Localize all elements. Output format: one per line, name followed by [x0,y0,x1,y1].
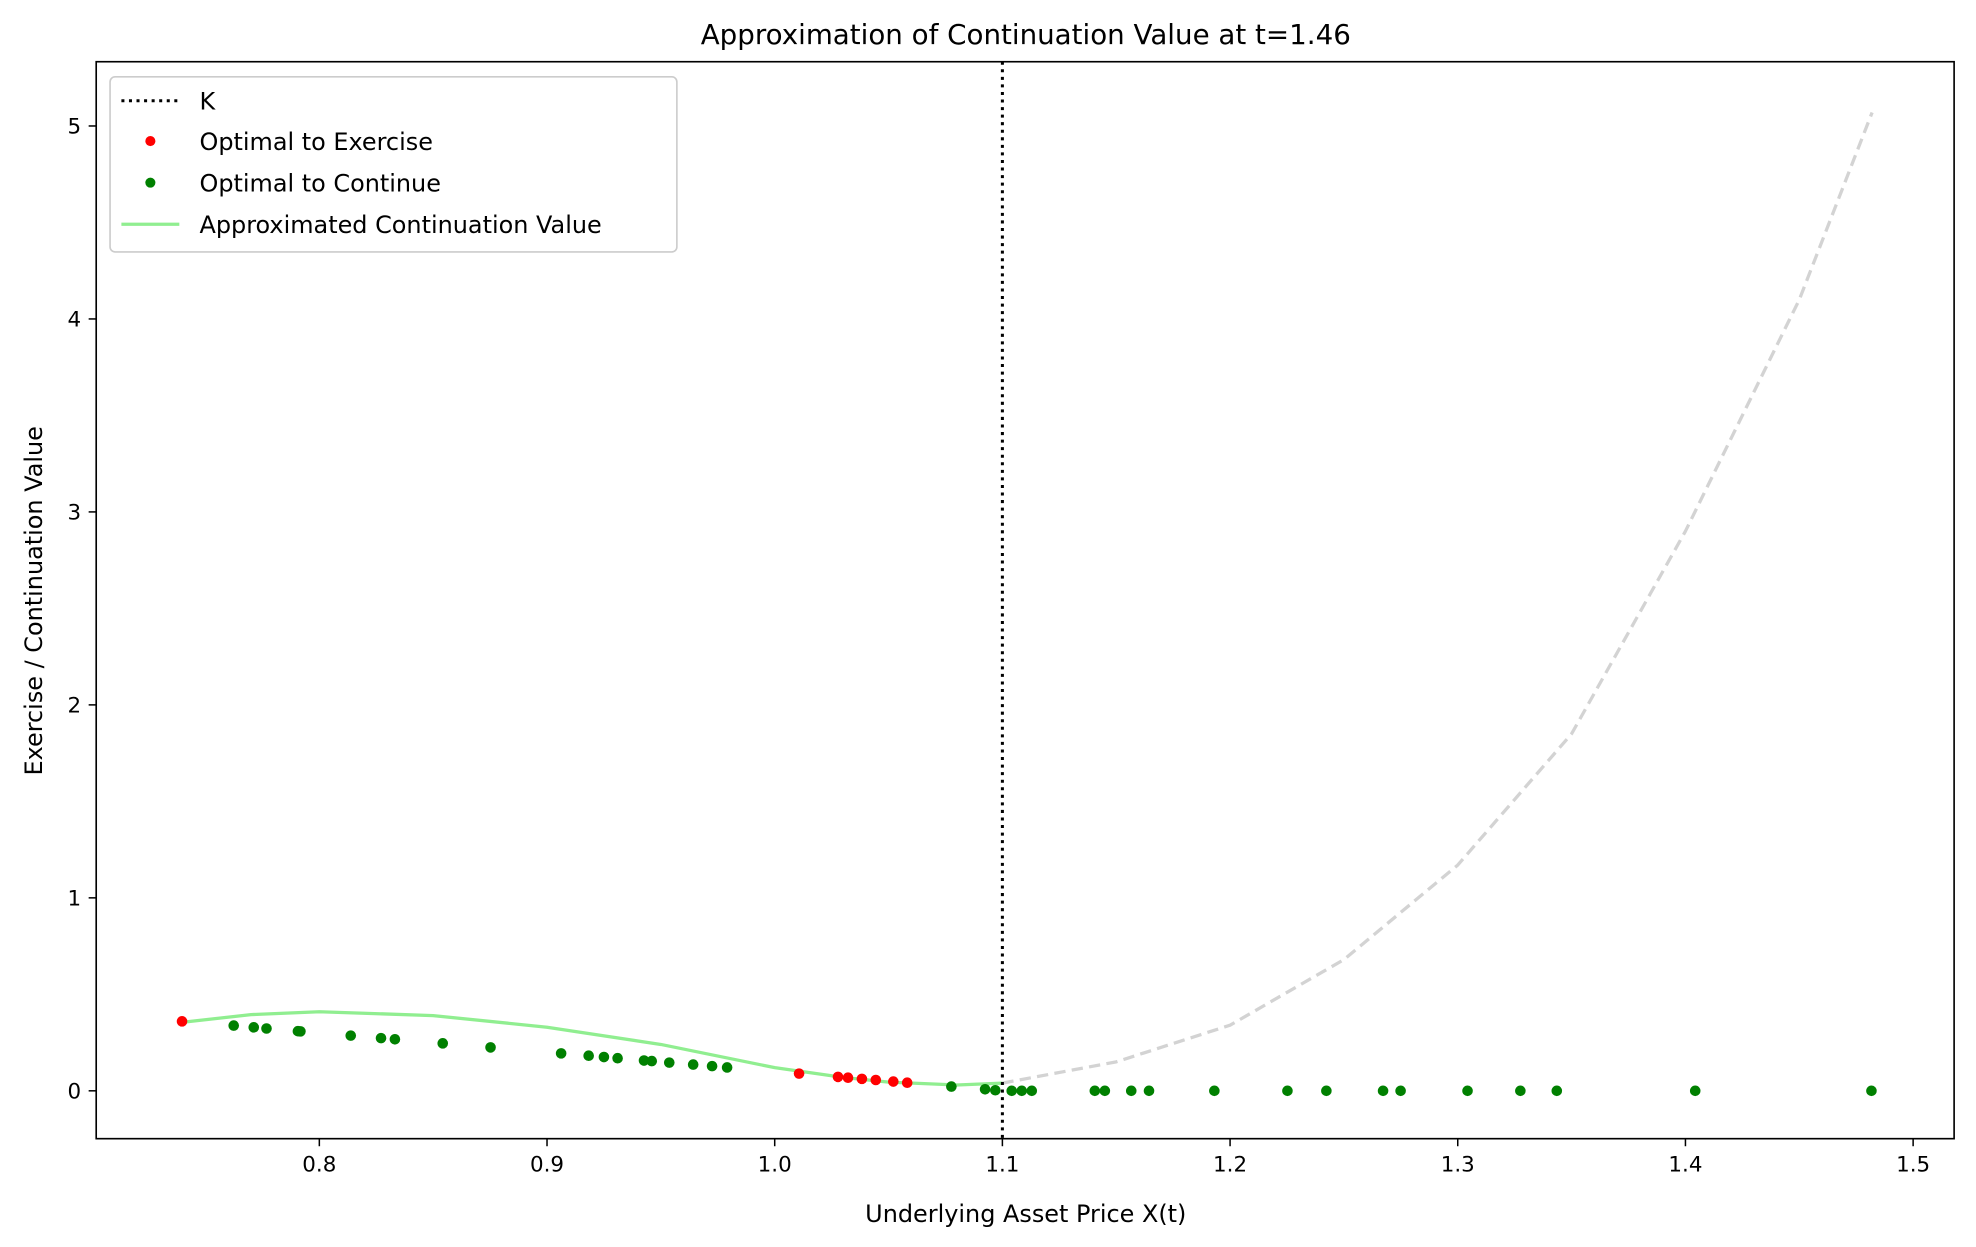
continue-point [389,1034,401,1045]
legend-label-exercise: Optimal to Exercise [199,128,432,156]
y-axis-label: Exercise / Continuation Value [20,426,48,775]
y-tick-label: 5 [67,115,81,140]
y-tick-label: 1 [67,886,81,911]
x-tick-label: 1.5 [1896,1152,1930,1177]
continue-point [485,1042,496,1053]
continue-point [1099,1085,1111,1097]
continue-point [1016,1085,1028,1097]
continue-point [345,1030,357,1041]
exercise-point [888,1076,899,1087]
axes-frame [95,60,1955,1140]
exercise-point [793,1068,805,1079]
exercise-point [870,1074,882,1086]
x-tick-label: 0.9 [530,1152,564,1177]
continue-point [375,1032,387,1044]
continue-point [437,1038,449,1049]
continue-point [1515,1085,1526,1097]
continue-point [638,1055,650,1066]
y-tick-label: 3 [67,500,81,525]
y-tick-label: 2 [67,693,81,718]
continue-point [646,1055,658,1067]
x-tick-label: 1.0 [758,1152,792,1177]
legend-label-continue: Optimal to Continue [199,169,440,197]
legend-marker-exercise [145,136,156,147]
x-tick-label: 1.4 [1668,1152,1702,1177]
continue-point [228,1020,240,1031]
x-tick-label: 1.1 [985,1152,1019,1177]
continue-point [261,1023,272,1034]
continue-point [295,1026,306,1037]
continue-point [612,1052,623,1064]
y-tick-label: 4 [67,308,81,333]
continue-point [1321,1085,1332,1097]
continue-point [1125,1085,1137,1097]
exercise-point [901,1077,913,1089]
continue-point [598,1051,610,1063]
x-tick-label: 0.8 [302,1152,336,1177]
exercise-point [832,1071,844,1083]
continue-point [1026,1085,1038,1097]
continue-point [1209,1085,1220,1097]
continue-point [706,1060,718,1072]
continue-point [555,1048,567,1059]
exercise-point [176,1016,188,1027]
y-tick-label: 0 [67,1079,81,1104]
legend-box [109,76,678,253]
legend-label-k: K [199,88,216,116]
continue-point [1006,1085,1018,1097]
continue-point [663,1057,675,1068]
continue-point [990,1084,1001,1096]
chart-title: Approximation of Continuation Value at t… [701,18,1351,51]
x-tick-label: 1.2 [1213,1152,1247,1177]
exercise-point [842,1072,854,1083]
continue-point [946,1081,957,1092]
continue-point [979,1083,991,1095]
continue-point [1866,1085,1877,1097]
continue-point [721,1062,733,1073]
continue-point [1282,1085,1293,1097]
x-tick-label: 1.3 [1441,1152,1475,1177]
continue-point [1551,1085,1563,1097]
continue-point [1377,1085,1389,1097]
continuation-value-line [182,1010,1003,1087]
continue-point [1395,1085,1406,1097]
continue-point [1089,1085,1101,1097]
exercise-point [856,1073,868,1085]
legend: K Optimal to Exercise Optimal to Continu… [109,76,678,253]
continue-point [248,1022,260,1033]
continue-point [583,1050,594,1061]
legend-marker-continue [145,177,156,188]
legend-label-continuation: Approximated Continuation Value [199,211,601,239]
continue-point [1689,1085,1701,1097]
x-axis-label: Underlying Asset Price X(t) [865,1200,1186,1228]
plot-area: 0.8 0.9 1.0 1.1 1.2 1.3 1.4 1.5 0 1 2 3 4 5 [67,60,1955,1177]
extrapolated-curve [1002,111,1874,1085]
continue-point [1462,1085,1473,1097]
continue-point [1143,1085,1155,1097]
continue-point [687,1059,699,1070]
